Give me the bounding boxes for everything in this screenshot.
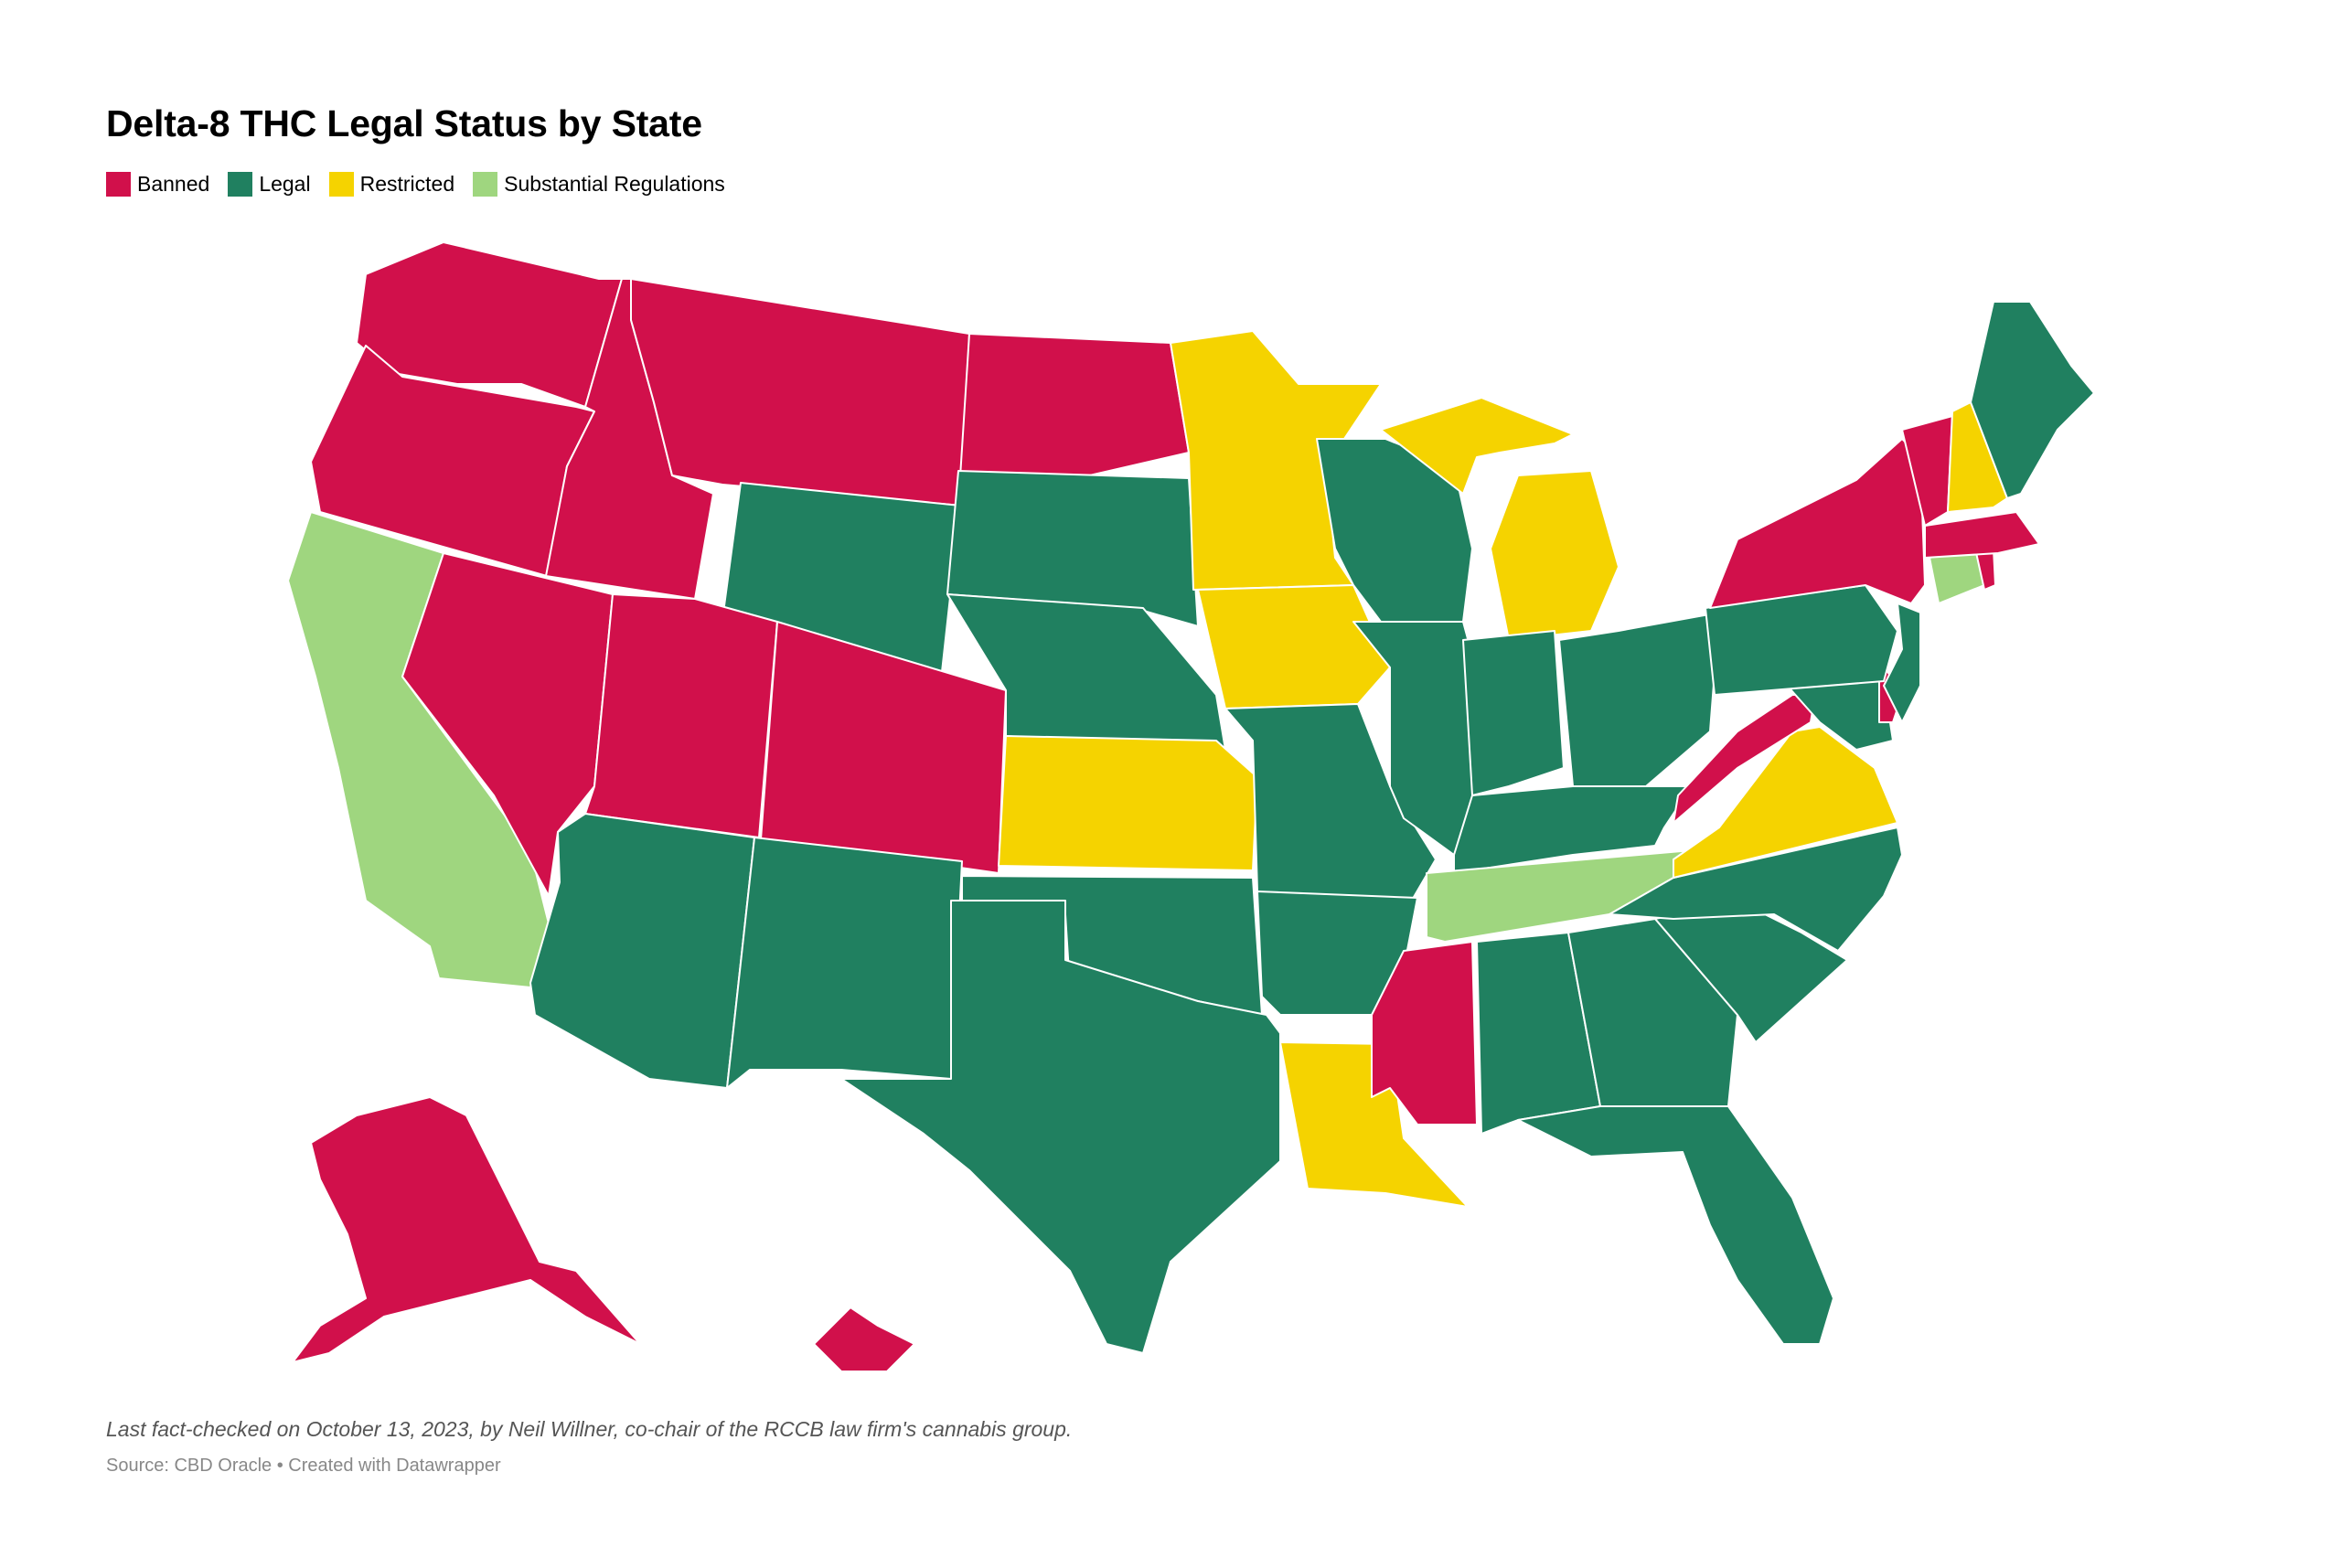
legend-label: Substantial Regulations [504, 172, 725, 196]
legend-item-banned: Banned [106, 172, 209, 197]
state-virginia[interactable] [1673, 726, 1898, 879]
state-ohio[interactable] [1558, 612, 1720, 787]
state-mississippi[interactable] [1371, 941, 1478, 1125]
state-new-hampshire[interactable] [1947, 401, 2008, 513]
state-colorado[interactable] [760, 621, 1007, 874]
state-new-jersey[interactable] [1883, 603, 1921, 723]
legend-item-restricted: Restricted [328, 172, 455, 197]
state-new-mexico[interactable] [726, 837, 963, 1089]
state-florida[interactable] [1517, 1105, 1834, 1345]
state-new-york[interactable] [1709, 438, 1926, 609]
legend-swatch-substantial-regulations [473, 172, 498, 197]
legend-label: Banned [137, 172, 210, 196]
source-line: Source: CBD Oracle • Created with Datawr… [106, 1456, 501, 1476]
state-utah[interactable] [584, 593, 778, 838]
state-michigan[interactable] [1380, 397, 1574, 495]
legend-label: Restricted [359, 172, 455, 196]
legend-swatch-banned [106, 172, 131, 197]
chart-header: Delta-8 THC Legal Status by State Banned… [106, 102, 743, 197]
chart-footer: Last fact-checked on October 13, 2023, b… [106, 1417, 1072, 1477]
state-michigan[interactable] [1490, 470, 1619, 641]
state-arizona[interactable] [529, 813, 755, 1089]
legend: Banned Legal Restricted Substantial Regulat… [106, 172, 743, 197]
chart-title: Delta-8 THC Legal Status by State [106, 102, 702, 144]
fact-check-note: Last fact-checked on October 13, 2023, b… [106, 1417, 1073, 1441]
legend-label: Legal [259, 172, 311, 196]
state-hawaii[interactable] [813, 1307, 915, 1372]
legend-item-legal: Legal [228, 172, 311, 197]
state-texas[interactable] [840, 900, 1281, 1354]
legend-swatch-restricted [328, 172, 354, 197]
legend-item-substantial-regulations: Substantial Regulations [473, 172, 725, 197]
state-shapes [287, 232, 2095, 1372]
state-massachusetts[interactable] [1924, 511, 2040, 559]
legend-swatch-legal [228, 172, 253, 197]
state-north-carolina[interactable] [1609, 827, 1903, 952]
state-maine[interactable] [1970, 301, 2095, 499]
state-kansas[interactable] [998, 735, 1258, 871]
state-alaska[interactable] [292, 1096, 641, 1363]
state-montana[interactable] [630, 278, 970, 507]
state-south-dakota[interactable] [946, 470, 1199, 627]
state-indiana[interactable] [1462, 630, 1565, 796]
state-iowa[interactable] [1197, 584, 1391, 709]
